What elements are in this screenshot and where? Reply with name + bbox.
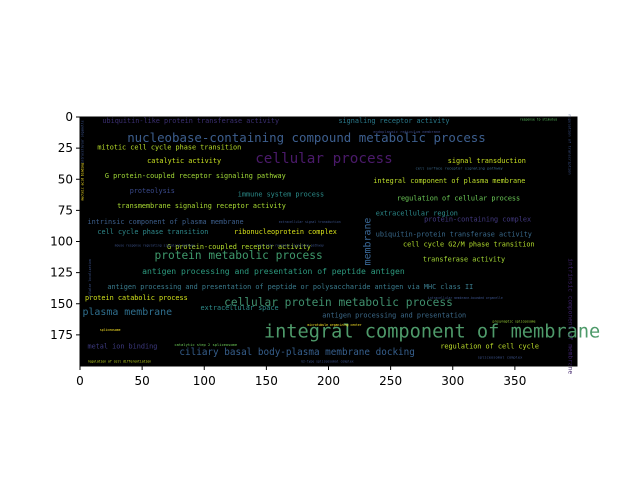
word-49: nucleic acid binding: [81, 163, 85, 201]
word-6: ciliary basal body-plasma membrane docki…: [179, 347, 414, 358]
x-tick-label-3: 150: [255, 374, 278, 388]
word-28: transferase activity: [423, 255, 505, 263]
y-tick-label-6: 150: [50, 297, 73, 311]
word-39: presynaptic spliceosome: [493, 319, 536, 323]
word-52: cellular localization: [88, 259, 92, 298]
word-42: catalytic step 2 spliceosome: [174, 343, 237, 347]
word-21: signal transduction: [448, 157, 526, 165]
word-7: antigen processing and presentation of p…: [142, 266, 405, 276]
word-41: spliceosome: [100, 328, 121, 332]
word-47: toll-like receptor signaling pathway: [256, 243, 324, 247]
x-tick-label-0: 0: [76, 374, 84, 388]
word-29: protein catabolic process: [85, 294, 188, 302]
word-24: extracellular region: [376, 209, 458, 217]
y-tick-label-2: 50: [58, 172, 73, 186]
word-14: proteolysis: [130, 187, 175, 195]
word-13: G protein-coupled receptor signaling pat…: [105, 172, 286, 180]
word-32: metal ion binding: [87, 343, 157, 351]
word-45: regulation of cell differentiation: [87, 359, 151, 363]
word-50: intrinsic component of membrane: [566, 258, 573, 374]
word-37: extracellular signal transduction: [279, 220, 341, 224]
word-31: antigen processing and presentation: [322, 311, 466, 319]
word-10: signaling receptor activity: [338, 117, 449, 125]
word-36: response to stimulus: [520, 118, 558, 122]
y-tick-label-4: 100: [50, 235, 73, 249]
word-44: spliceosomal complex: [478, 356, 524, 360]
word-26: ubiquitin-protein transferase activity: [376, 231, 532, 239]
word-11: mitotic cell cycle phase transition: [97, 143, 241, 151]
word-0: integral component of membrane: [264, 321, 600, 342]
word-23: regulation of cellular process: [397, 194, 520, 202]
x-tick-label-6: 300: [441, 374, 464, 388]
x-tick-label-4: 200: [317, 374, 340, 388]
word-1: nucleobase-containing compound metabolic…: [127, 130, 486, 145]
word-51: regulation of transcription: [567, 114, 571, 174]
word-16: transmembrane signaling receptor activit…: [117, 202, 286, 210]
word-15: immune system process: [238, 191, 324, 199]
word-19: ribonucleoprotein complex: [234, 228, 337, 236]
word-12: catalytic activity: [147, 157, 221, 165]
y-tick-label-3: 75: [58, 203, 73, 217]
word-20: G protein-coupled receptor activity: [167, 243, 311, 251]
word-18: cell cycle phase transition: [97, 228, 208, 236]
word-27: cell cycle G2/M phase transition: [403, 240, 535, 248]
word-48: membrane: [363, 218, 374, 266]
word-5: plasma membrane: [82, 307, 172, 318]
word-4: cellular protein metabolic process: [224, 296, 453, 309]
word-30: extracellular space: [201, 304, 279, 312]
word-cloud: integral component of membrane nucleobase…: [81, 114, 601, 374]
word-43: G2-type spliceosomal complex: [301, 359, 354, 363]
word-46: mouse response regulating signaling path…: [115, 243, 196, 247]
word-25: protein-containing complex: [424, 216, 531, 224]
word-3: protein metabolic process: [155, 249, 323, 262]
word-22: integral component of plasma membrane: [373, 177, 525, 185]
y-tick-label-5: 125: [50, 266, 73, 280]
x-tick-label-7: 350: [503, 374, 526, 388]
word-2: cellular process: [255, 151, 393, 167]
word-40: microtubule organizing center: [307, 323, 361, 327]
y-axis: 0 25 50 75 100 125 150 175: [50, 110, 80, 342]
x-tick-label-1: 50: [134, 374, 149, 388]
word-17: intrinsic component of plasma membrane: [87, 218, 243, 226]
word-53: intracellular organelle: [81, 120, 85, 163]
x-tick-label-2: 100: [193, 374, 216, 388]
plot-area: integral component of membrane nucleobase…: [79, 114, 601, 374]
y-tick-label-7: 175: [50, 328, 73, 342]
y-tick-label-0: 0: [65, 110, 73, 124]
plot-background: [80, 117, 577, 366]
word-38: intracellular membrane-bounded organelle: [428, 296, 503, 300]
word-8: antigen processing and presentation of p…: [107, 283, 473, 291]
word-33: regulation of cell cycle: [440, 343, 539, 351]
word-35: endoplasmic reticulum membrane: [373, 130, 441, 134]
word-9: ubiquitin-like protein transferase activ…: [102, 117, 279, 125]
y-tick-label-1: 25: [58, 141, 73, 155]
x-axis: 0 50 100 150 200 250 300 350: [76, 366, 526, 388]
x-tick-label-5: 250: [379, 374, 402, 388]
word-34: cell surface receptor signaling pathway: [415, 166, 503, 170]
